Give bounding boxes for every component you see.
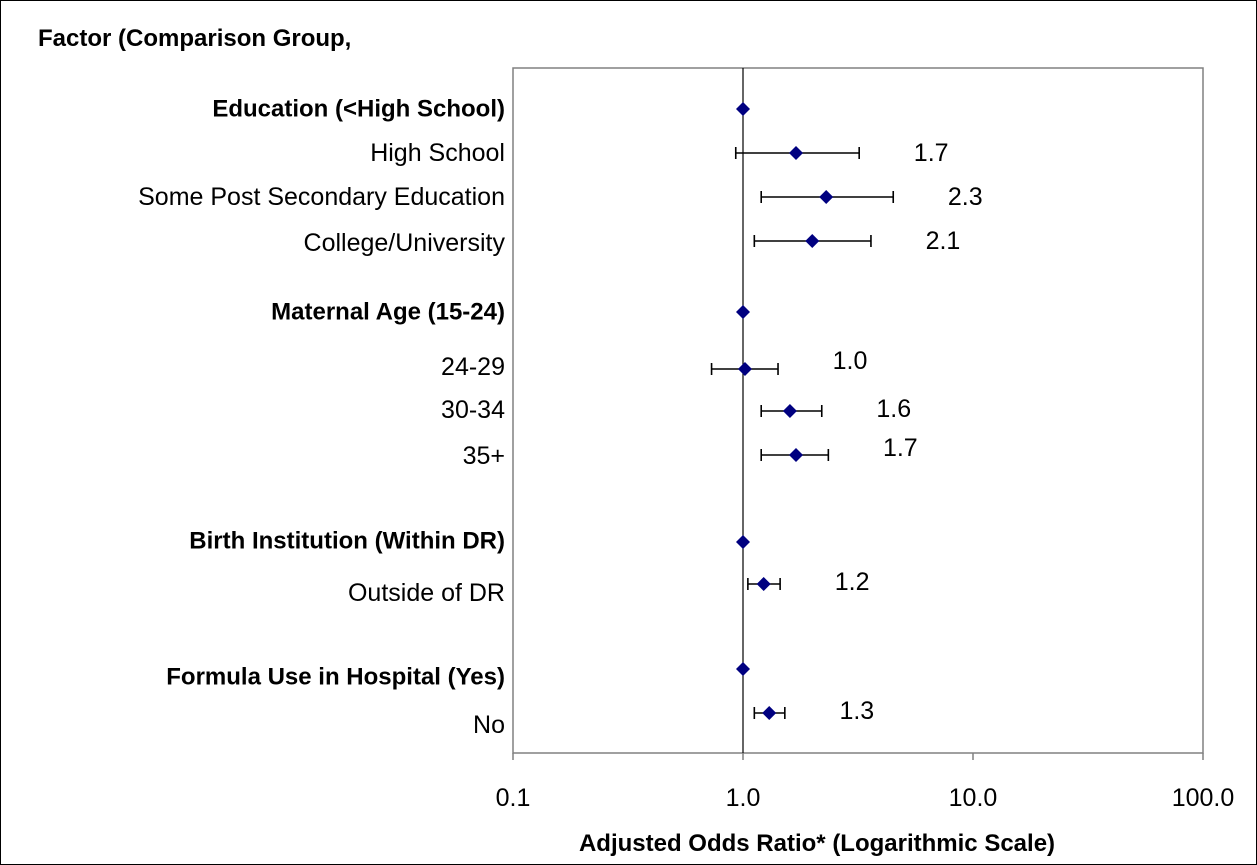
row-label: Some Post Secondary Education [138, 183, 505, 211]
value-label: 1.2 [835, 568, 870, 596]
row-label: High School [370, 139, 505, 167]
value-label: 1.7 [914, 139, 949, 167]
odds-ratio-marker [782, 404, 797, 418]
x-tick-label: 0.1 [496, 784, 531, 812]
odds-ratio-marker [819, 190, 834, 204]
odds-ratio-marker [789, 448, 804, 462]
reference-marker [736, 305, 750, 319]
odds-ratio-marker [762, 706, 777, 720]
value-label: 1.6 [876, 395, 911, 423]
x-tick-label: 1.0 [726, 784, 761, 812]
value-label: 2.3 [948, 183, 983, 211]
row-label: Outside of DR [348, 579, 505, 607]
reference-marker [736, 102, 750, 116]
group-header-label: Formula Use in Hospital (Yes) [166, 664, 505, 691]
group-header-label: Education (<High School) [212, 96, 505, 123]
row-label: No [473, 711, 505, 739]
x-axis-title: Adjusted Odds Ratio* (Logarithmic Scale) [579, 830, 1055, 857]
odds-ratio-marker [789, 146, 804, 160]
x-tick-label: 100.0 [1172, 784, 1235, 812]
value-label: 1.0 [833, 347, 868, 375]
row-label: 30-34 [441, 396, 505, 424]
value-label: 1.3 [839, 697, 874, 725]
row-label: College/University [304, 229, 506, 257]
row-label: 24-29 [441, 353, 505, 381]
row-label: 35+ [463, 442, 505, 470]
chart-title: Factor (Comparison Group, [38, 25, 351, 52]
odds-ratio-marker [756, 577, 771, 591]
value-label: 2.1 [926, 227, 961, 255]
plot-area-border [512, 67, 1204, 754]
reference-marker [736, 662, 750, 676]
odds-ratio-marker [805, 234, 820, 248]
group-header-label: Maternal Age (15-24) [271, 299, 505, 326]
group-header-label: Birth Institution (Within DR) [189, 528, 505, 555]
odds-ratio-marker [737, 362, 752, 376]
value-label: 1.7 [883, 434, 918, 462]
reference-marker [736, 535, 750, 549]
x-tick-label: 10.0 [949, 784, 998, 812]
